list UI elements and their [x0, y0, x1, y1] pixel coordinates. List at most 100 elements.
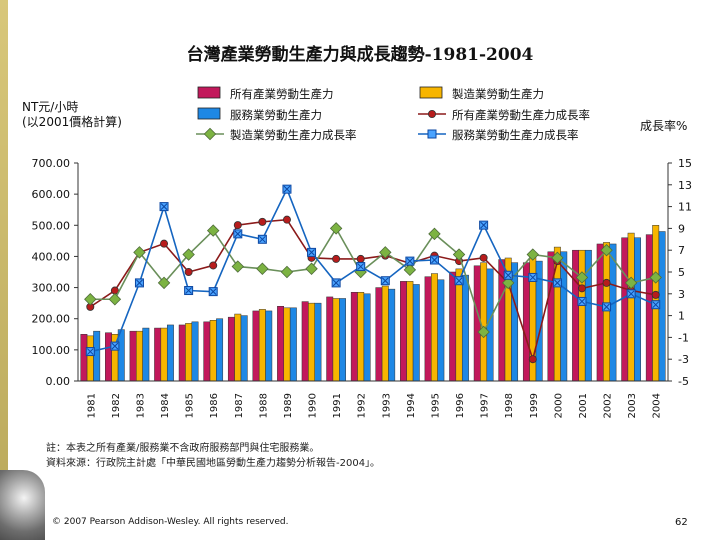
line-series-2: [90, 226, 656, 335]
decorative-pearl-graphic: [0, 470, 45, 540]
bar-1: [301, 301, 309, 382]
point-all-industries-growth: [160, 239, 169, 248]
copyright-text: © 2007 Pearson Addison-Wesley. All right…: [52, 517, 289, 527]
point-services-growth-cross: [406, 257, 414, 265]
x-tick-label: 1983: [135, 393, 146, 418]
x-tick-label: 1990: [308, 393, 319, 418]
x-tick-label: 1982: [111, 393, 122, 418]
point-services-growth-cross: [431, 256, 438, 264]
footnote-scope: 註：本表之所有產業/服務業不含政府服務部門與住宅服務業。: [46, 443, 320, 454]
point-services-growth-cross: [578, 298, 586, 305]
bar-3: [437, 279, 445, 382]
point-all-industries-growth: [184, 267, 193, 276]
bar-1: [400, 281, 407, 382]
point-services-growth-cross: [136, 279, 143, 287]
point-manufacturing-growth: [133, 246, 146, 259]
bar-1: [596, 243, 604, 382]
legend-label: 所有產業勞動生產力: [230, 87, 334, 101]
legend-marker: [203, 127, 217, 141]
point-all-industries-growth: [258, 217, 267, 226]
bar-3: [461, 274, 469, 382]
bar-2: [209, 320, 217, 382]
bar-2: [578, 249, 586, 382]
legend-label: 製造業勞動生產力成長率: [230, 128, 357, 142]
point-manufacturing-growth: [329, 222, 343, 235]
point-services-growth-cross: [185, 287, 192, 294]
y-left-tick-label: 0.00: [46, 375, 71, 388]
x-tick-label: 2000: [553, 393, 564, 418]
bar-1: [80, 334, 88, 382]
bar-3: [339, 298, 346, 382]
y-left-tick-label: 500.00: [32, 219, 71, 232]
point-manufacturing-growth: [231, 260, 245, 273]
bar-1: [424, 276, 432, 382]
point-all-industries-growth: [282, 215, 291, 224]
point-services-growth-cross: [480, 221, 487, 229]
point-manufacturing-growth: [428, 227, 441, 241]
y-right-tick-label: 7: [678, 244, 685, 257]
bar-2: [381, 285, 389, 382]
point-services-growth-cross: [209, 288, 217, 295]
y-left-unit-label: NT元/小時 (以2001價格計算): [22, 100, 122, 130]
bar-1: [375, 287, 383, 382]
point-manufacturing-growth: [600, 243, 613, 257]
legend-swatch-bar: [197, 86, 221, 99]
page-number: 62: [675, 517, 688, 528]
y-left-tick-label: 100.00: [32, 344, 71, 357]
bar-1: [277, 306, 285, 382]
point-manufacturing-growth: [452, 248, 466, 261]
x-tick-label: 1993: [381, 393, 392, 418]
legend-marker: [427, 129, 437, 139]
point-all-industries-growth: [577, 284, 586, 293]
legend-label: 製造業勞動生產力: [452, 87, 544, 101]
bar-1: [547, 251, 555, 382]
point-services-growth-cross: [234, 230, 242, 238]
bar-1: [449, 271, 457, 382]
y-right-unit-label: 成長率%: [640, 119, 688, 133]
legend-swatch-bar: [419, 86, 443, 99]
point-manufacturing-growth: [477, 325, 490, 339]
bar-2: [185, 323, 193, 382]
bar-3: [240, 315, 248, 382]
point-services-growth-cross: [504, 271, 512, 279]
bar-2: [258, 309, 266, 382]
point-manufacturing-growth: [624, 276, 638, 290]
point-services-growth-cross: [357, 263, 365, 270]
point-services-growth-cross: [283, 185, 291, 193]
bar-2: [406, 281, 414, 382]
point-manufacturing-growth: [256, 262, 269, 275]
y-right-tick-label: 5: [678, 266, 685, 279]
bar-1: [252, 310, 260, 382]
x-tick-label: 1988: [258, 393, 269, 418]
bar-2: [627, 232, 635, 382]
bar-1: [154, 327, 162, 382]
bar-2: [283, 307, 291, 382]
point-services-growth-cross: [160, 203, 168, 210]
y-left-tick-label: 300.00: [32, 282, 71, 295]
x-tick-label: 1984: [160, 393, 171, 418]
bar-1: [326, 296, 334, 382]
bar-1: [350, 291, 358, 382]
x-tick-label: 1985: [185, 393, 196, 418]
point-all-industries-growth: [356, 254, 365, 263]
bar-3: [166, 324, 174, 382]
plot-area: [78, 163, 668, 381]
y-right-tick-label: 1: [678, 310, 685, 323]
point-manufacturing-growth: [305, 262, 318, 275]
line-series-1: [89, 218, 656, 363]
point-all-industries-growth: [332, 254, 341, 263]
bar-2: [455, 268, 463, 382]
point-services-growth-cross: [86, 348, 94, 355]
point-services-growth-cross: [652, 301, 660, 309]
point-manufacturing-growth: [108, 293, 122, 306]
x-tick-label: 2003: [627, 393, 638, 418]
point-manufacturing-growth: [157, 276, 171, 290]
bar-3: [412, 284, 420, 382]
legend-label: 服務業勞動生產力成長率: [452, 128, 579, 142]
point-manufacturing-growth: [206, 224, 220, 237]
point-manufacturing-growth: [280, 265, 294, 279]
legend-label: 服務業勞動生產力: [230, 108, 322, 122]
x-tick-label: 1998: [504, 393, 515, 418]
y-left-tick-label: 400.00: [32, 250, 71, 263]
